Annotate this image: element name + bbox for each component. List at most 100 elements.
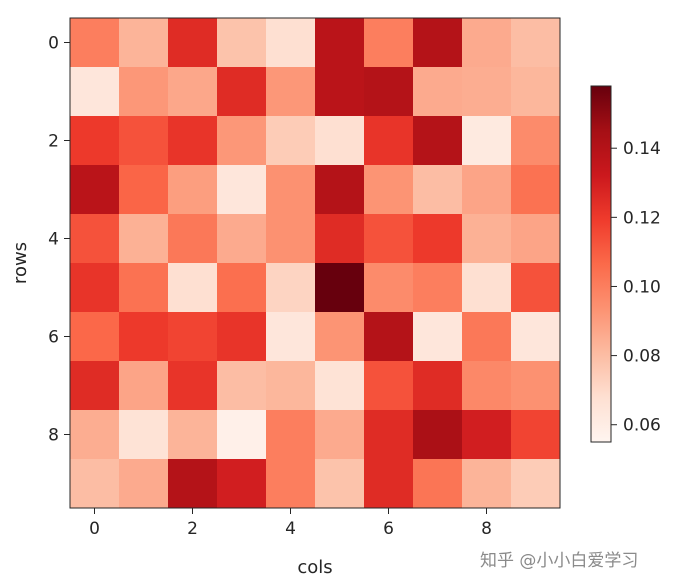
heatmap-cell — [511, 116, 561, 166]
heatmap-cell — [511, 410, 561, 460]
heatmap-cell — [266, 165, 316, 215]
heatmap-cell — [462, 263, 512, 313]
heatmap-cell — [511, 214, 561, 264]
heatmap-cell — [266, 263, 316, 313]
heatmap-cell — [217, 459, 267, 509]
heatmap-cell — [364, 312, 414, 362]
heatmap-cell — [462, 165, 512, 215]
heatmap-cell — [462, 116, 512, 166]
y-tick-label: 8 — [48, 426, 59, 446]
x-tick-label: 4 — [285, 519, 296, 539]
heatmap-cell — [413, 165, 463, 215]
heatmap-cell — [266, 214, 316, 264]
heatmap-cell — [413, 263, 463, 313]
colorbar-tick-label: 0.06 — [623, 416, 661, 436]
heatmap-cell — [70, 263, 120, 313]
heatmap-cell — [168, 263, 218, 313]
heatmap-cell — [462, 410, 512, 460]
heatmap-cell — [70, 116, 120, 166]
heatmap-cell — [462, 67, 512, 117]
x-tick-label: 0 — [89, 519, 100, 539]
heatmap-cell — [70, 361, 120, 411]
heatmap-cell — [217, 67, 267, 117]
heatmap-cell — [119, 116, 169, 166]
heatmap-cell — [511, 263, 561, 313]
heatmap-cell — [217, 18, 267, 68]
heatmap-cell — [217, 361, 267, 411]
heatmap-cell — [413, 67, 463, 117]
heatmap-cell — [315, 116, 365, 166]
heatmap-cell — [364, 165, 414, 215]
heatmap-cell — [168, 18, 218, 68]
heatmap-cell — [413, 18, 463, 68]
heatmap-cell — [511, 165, 561, 215]
colorbar-tick-label: 0.12 — [623, 208, 661, 228]
heatmap-cell — [315, 214, 365, 264]
heatmap-cell — [70, 312, 120, 362]
colorbar-tick-label: 0.14 — [623, 139, 661, 159]
heatmap-cell — [70, 459, 120, 509]
heatmap-cell — [119, 459, 169, 509]
heatmap-cell — [217, 214, 267, 264]
heatmap-cell — [217, 410, 267, 460]
heatmap-cell — [315, 165, 365, 215]
heatmap-cell — [413, 116, 463, 166]
heatmap-cells — [70, 18, 561, 509]
heatmap-cell — [266, 459, 316, 509]
heatmap-cell — [364, 361, 414, 411]
heatmap-cell — [119, 410, 169, 460]
heatmap-cell — [413, 312, 463, 362]
heatmap-cell — [217, 116, 267, 166]
heatmap-cell — [511, 459, 561, 509]
plot-frame — [69, 17, 561, 509]
heatmap-cell — [413, 459, 463, 509]
x-axis-label: cols — [297, 557, 332, 578]
y-axis-label: rows — [10, 242, 31, 284]
heatmap-cell — [70, 165, 120, 215]
heatmap-cell — [70, 214, 120, 264]
heatmap-cell — [364, 116, 414, 166]
heatmap-cell — [364, 263, 414, 313]
heatmap-cell — [119, 165, 169, 215]
watermark: 知乎 @小小白爱学习 — [480, 551, 639, 571]
heatmap-cell — [364, 459, 414, 509]
heatmap-cell — [119, 361, 169, 411]
heatmap-cell — [315, 67, 365, 117]
y-tick-label: 4 — [48, 230, 59, 250]
heatmap-cell — [315, 361, 365, 411]
heatmap-cell — [266, 410, 316, 460]
heatmap-cell — [364, 410, 414, 460]
heatmap-cell — [315, 410, 365, 460]
heatmap-cell — [364, 18, 414, 68]
heatmap-cell — [413, 410, 463, 460]
heatmap-cell — [168, 312, 218, 362]
heatmap-cell — [119, 312, 169, 362]
heatmap-cell — [217, 263, 267, 313]
y-axis-ticks: 0 2 4 6 8 — [48, 34, 70, 446]
heatmap-cell — [168, 410, 218, 460]
heatmap-cell — [364, 214, 414, 264]
x-tick-label: 8 — [481, 519, 492, 539]
heatmap-cell — [315, 18, 365, 68]
heatmap-cell — [413, 214, 463, 264]
heatmap-cell — [462, 18, 512, 68]
heatmap-cell — [70, 67, 120, 117]
colorbar-ticks: 0.06 0.08 0.10 0.12 0.14 — [611, 139, 661, 436]
heatmap-cell — [315, 263, 365, 313]
heatmap-cell — [462, 214, 512, 264]
heatmap-cell — [168, 165, 218, 215]
heatmap-cell — [462, 312, 512, 362]
heatmap-cell — [119, 18, 169, 68]
colorbar-tick-label: 0.08 — [623, 347, 661, 367]
heatmap-cell — [315, 312, 365, 362]
heatmap-cell — [70, 410, 120, 460]
heatmap-cell — [266, 312, 316, 362]
colorbar-tick-label: 0.10 — [623, 277, 661, 297]
heatmap-cell — [217, 312, 267, 362]
heatmap-cell — [462, 361, 512, 411]
y-tick-label: 6 — [48, 328, 59, 348]
heatmap-cell — [413, 361, 463, 411]
x-tick-label: 2 — [187, 519, 198, 539]
heatmap-cell — [511, 312, 561, 362]
